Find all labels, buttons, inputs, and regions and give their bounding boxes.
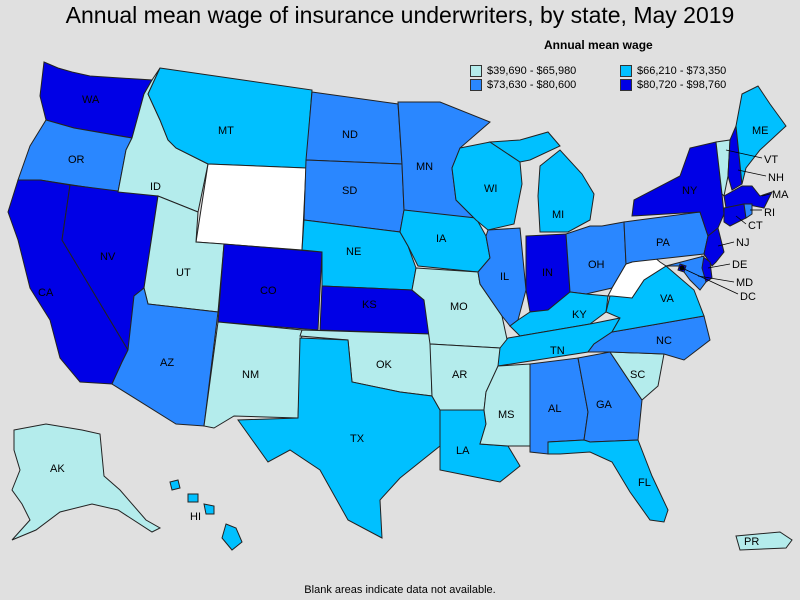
state-label-ct: CT bbox=[748, 220, 763, 232]
state-label-ak: AK bbox=[50, 463, 65, 475]
legend-label: $66,210 - $73,350 bbox=[637, 65, 727, 77]
legend-item-bin-2: $66,210 - $73,350 bbox=[620, 64, 726, 78]
state-label-de: DE bbox=[732, 259, 747, 271]
state-label-hi: HI bbox=[190, 511, 201, 523]
state-label-pr: PR bbox=[744, 536, 759, 548]
state-label-id: ID bbox=[150, 181, 161, 193]
state-label-va: VA bbox=[660, 293, 675, 305]
state-hi-maui[interactable] bbox=[203, 503, 215, 515]
state-label-nh: NH bbox=[768, 172, 784, 184]
state-label-me: ME bbox=[752, 125, 769, 137]
state-label-or: OR bbox=[68, 154, 85, 166]
dc-marker bbox=[679, 265, 685, 271]
state-label-pa: PA bbox=[656, 237, 671, 249]
legend-title: Annual mean wage bbox=[544, 38, 653, 52]
state-label-mn: MN bbox=[416, 161, 433, 173]
state-label-in: IN bbox=[542, 267, 553, 279]
state-label-ri: RI bbox=[764, 207, 775, 219]
state-label-ar: AR bbox=[452, 369, 467, 381]
state-ak[interactable] bbox=[11, 423, 162, 541]
state-label-nv: NV bbox=[100, 251, 116, 263]
state-vt[interactable] bbox=[715, 139, 731, 198]
state-nh[interactable] bbox=[727, 124, 743, 191]
state-label-il: IL bbox=[500, 271, 509, 283]
state-label-ut: UT bbox=[176, 267, 191, 279]
state-label-wa: WA bbox=[82, 94, 100, 106]
state-label-mt: MT bbox=[218, 125, 234, 137]
state-label-fl: FL bbox=[638, 477, 651, 489]
state-label-sd: SD bbox=[342, 185, 357, 197]
legend-label: $73,630 - $80,600 bbox=[487, 79, 577, 91]
state-label-ga: GA bbox=[596, 399, 613, 411]
state-wy[interactable] bbox=[195, 163, 307, 251]
state-label-ne: NE bbox=[346, 246, 361, 258]
state-il[interactable] bbox=[477, 227, 527, 327]
state-pr[interactable] bbox=[735, 531, 793, 551]
state-ri[interactable] bbox=[743, 203, 753, 219]
legend-swatch bbox=[470, 79, 482, 91]
state-az[interactable] bbox=[111, 287, 219, 427]
state-label-wi: WI bbox=[484, 183, 497, 195]
state-label-co: CO bbox=[260, 285, 277, 297]
state-label-tx: TX bbox=[350, 433, 365, 445]
state-label-ok: OK bbox=[376, 359, 393, 371]
state-label-nc: NC bbox=[656, 335, 672, 347]
state-nd[interactable] bbox=[305, 91, 403, 165]
state-hi-kauai[interactable] bbox=[169, 479, 181, 491]
legend-item-bin-4: $80,720 - $98,760 bbox=[620, 78, 726, 92]
state-hi-oahu[interactable] bbox=[187, 493, 199, 503]
legend-item-bin-3: $73,630 - $80,600 bbox=[470, 78, 576, 92]
state-mi[interactable] bbox=[537, 149, 595, 233]
state-ms[interactable] bbox=[479, 363, 531, 447]
footnote: Blank areas indicate data not available. bbox=[304, 584, 496, 596]
state-label-ks: KS bbox=[362, 299, 377, 311]
state-label-ca: CA bbox=[38, 287, 54, 299]
legend-swatch bbox=[620, 65, 632, 77]
state-label-al: AL bbox=[548, 403, 561, 415]
state-me[interactable] bbox=[735, 85, 787, 185]
legend-label: $39,690 - $65,980 bbox=[487, 65, 577, 77]
legend-swatch bbox=[620, 79, 632, 91]
state-ct[interactable] bbox=[723, 203, 747, 227]
state-label-az: AZ bbox=[160, 357, 174, 369]
state-label-ia: IA bbox=[436, 233, 447, 245]
legend-label: $80,720 - $98,760 bbox=[637, 79, 727, 91]
state-label-mi: MI bbox=[552, 209, 564, 221]
state-label-tn: TN bbox=[550, 345, 565, 357]
state-label-ms: MS bbox=[498, 409, 515, 421]
state-nj[interactable] bbox=[703, 227, 725, 267]
state-label-nm: NM bbox=[242, 369, 259, 381]
state-fl[interactable] bbox=[547, 439, 669, 523]
state-label-mo: MO bbox=[450, 301, 468, 313]
state-label-nj: NJ bbox=[736, 237, 749, 249]
state-label-oh: OH bbox=[588, 259, 605, 271]
state-label-md: MD bbox=[736, 277, 753, 289]
state-mi-upper[interactable] bbox=[488, 131, 561, 163]
state-hi[interactable] bbox=[221, 523, 243, 551]
state-label-ma: MA bbox=[772, 189, 789, 201]
state-label-ny: NY bbox=[682, 185, 698, 197]
legend-item-bin-1: $39,690 - $65,980 bbox=[470, 64, 576, 78]
state-label-nd: ND bbox=[342, 129, 358, 141]
map-title: Annual mean wage of insurance underwrite… bbox=[65, 2, 735, 28]
state-label-la: LA bbox=[456, 445, 470, 457]
legend-swatch bbox=[470, 65, 482, 77]
state-tx[interactable] bbox=[237, 337, 441, 539]
state-label-vt: VT bbox=[764, 154, 778, 166]
state-label-ky: KY bbox=[572, 309, 587, 321]
state-label-sc: SC bbox=[630, 369, 645, 381]
state-label-dc: DC bbox=[740, 291, 756, 303]
